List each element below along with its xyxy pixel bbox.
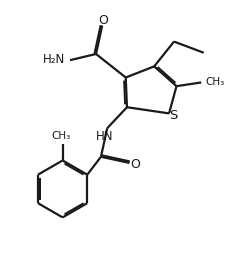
Text: O: O bbox=[130, 158, 140, 171]
Text: CH₃: CH₃ bbox=[52, 131, 71, 141]
Text: S: S bbox=[169, 109, 178, 123]
Text: O: O bbox=[99, 13, 108, 27]
Text: H₂N: H₂N bbox=[43, 53, 65, 66]
Text: HN: HN bbox=[96, 130, 114, 142]
Text: CH₃: CH₃ bbox=[206, 77, 225, 87]
